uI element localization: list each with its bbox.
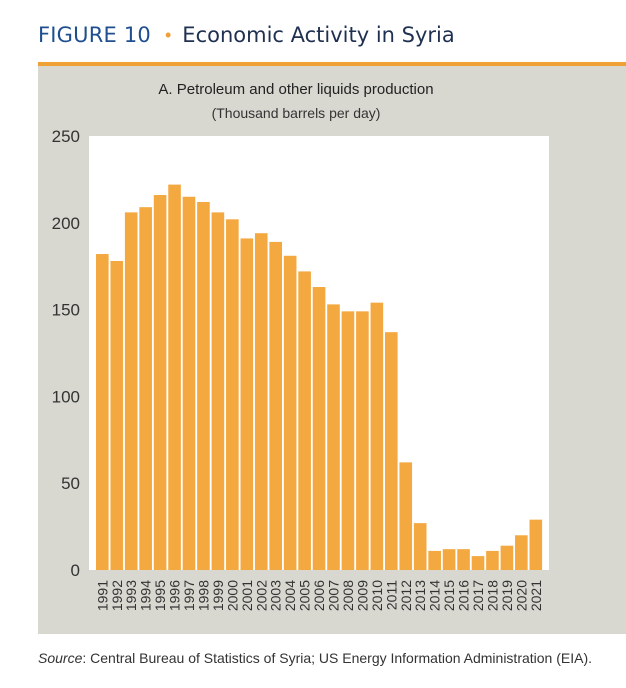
x-tick-label: 1993	[123, 580, 139, 611]
y-tick-label: 0	[71, 561, 80, 580]
x-tick-label: 2012	[398, 580, 414, 611]
source-label: Source	[38, 650, 83, 666]
x-tick-label: 2020	[513, 580, 529, 611]
x-tick-label: 1991	[94, 580, 110, 611]
x-tick-label: 2011	[383, 580, 399, 610]
y-tick-label: 200	[52, 214, 80, 233]
chart-title: A. Petroleum and other liquids productio…	[158, 81, 433, 98]
x-tick-label: 1998	[195, 580, 211, 611]
bar-series	[96, 184, 543, 571]
bar-2006	[312, 287, 326, 570]
y-tick-label: 50	[61, 474, 80, 493]
bar-2019	[500, 545, 514, 570]
bar-1997	[182, 196, 196, 570]
bar-2012	[399, 462, 413, 570]
bar-2011	[385, 332, 398, 570]
x-tick-label: 2001	[239, 580, 255, 611]
bar-2001	[240, 238, 254, 571]
x-tick-label: 2005	[297, 580, 313, 611]
bar-2009	[356, 311, 369, 570]
x-tick-label: 2013	[412, 580, 428, 611]
bar-1991	[96, 254, 109, 571]
bar-1999	[211, 212, 225, 570]
bar-1992	[110, 260, 124, 570]
x-tick-label: 1995	[152, 580, 168, 611]
bar-1993	[124, 212, 138, 570]
x-tick-label: 2009	[354, 580, 370, 611]
x-tick-label: 2016	[456, 580, 472, 611]
x-tick-label: 2003	[268, 580, 284, 611]
bar-2014	[428, 550, 441, 570]
x-tick-label: 2010	[369, 580, 385, 611]
oil-production-bar-chart: A. Petroleum and other liquids productio…	[52, 81, 549, 611]
x-tick-label: 2002	[253, 580, 269, 611]
source-note: Source: Central Bureau of Statistics of …	[38, 650, 592, 666]
x-tick-label: 2008	[340, 580, 356, 611]
bar-2020	[515, 535, 528, 570]
x-tick-label: 2021	[528, 580, 544, 611]
bar-2017	[471, 556, 485, 570]
x-tick-label: 2014	[427, 580, 443, 611]
y-tick-label: 150	[52, 301, 80, 320]
bar-2015	[442, 549, 456, 570]
figure-title: Economic Activity in Syria	[182, 23, 455, 47]
bar-2018	[486, 550, 499, 570]
x-tick-label: 2007	[326, 580, 342, 611]
x-tick-label: 2018	[484, 580, 500, 611]
bar-1995	[153, 195, 167, 570]
y-tick-label: 250	[52, 127, 80, 146]
x-tick-label: 2015	[441, 580, 457, 611]
x-tick-label: 1997	[181, 580, 197, 611]
figure-heading: FIGURE 10 • Economic Activity in Syria	[38, 20, 455, 50]
bar-1998	[197, 201, 210, 570]
bar-2008	[341, 311, 355, 570]
x-tick-label: 2004	[282, 580, 298, 611]
bar-2010	[370, 302, 384, 570]
x-tick-label: 1996	[167, 580, 183, 611]
x-tick-label: 1999	[210, 580, 226, 611]
bar-2004	[283, 255, 297, 570]
x-tick-label: 2006	[311, 580, 327, 611]
y-axis: 0 50 100 150 200 250	[52, 127, 80, 580]
x-tick-label: 1994	[138, 580, 154, 611]
chart-subtitle: (Thousand barrels per day)	[212, 105, 381, 121]
bar-2002	[254, 233, 268, 570]
bar-2016	[457, 549, 470, 570]
bar-2013	[413, 523, 427, 570]
x-tick-label: 2019	[499, 580, 515, 611]
panel-accent-rule	[38, 62, 626, 66]
bar-2003	[269, 241, 282, 570]
x-tick-label: 2017	[470, 580, 486, 611]
heading-bullet-icon: •	[164, 24, 172, 45]
bar-2005	[298, 271, 311, 570]
y-tick-label: 100	[52, 387, 80, 406]
bar-1994	[139, 207, 152, 570]
x-tick-label: 2000	[224, 580, 240, 611]
bar-2000	[226, 219, 239, 570]
bar-2021	[529, 519, 543, 570]
x-tick-label: 1992	[109, 580, 125, 611]
source-text: : Central Bureau of Statistics of Syria;…	[82, 650, 593, 666]
bar-1996	[168, 184, 181, 571]
x-axis: 1991199219931994199519961997199819992000…	[94, 580, 544, 611]
figure-number: FIGURE 10	[38, 23, 151, 47]
bar-2007	[327, 304, 340, 570]
